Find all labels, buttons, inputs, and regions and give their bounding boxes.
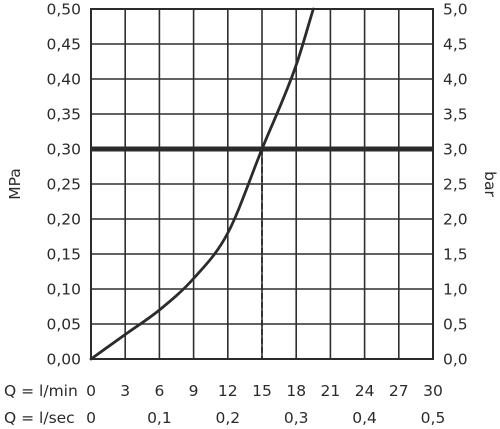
left-tick-label: 0,25 bbox=[46, 176, 81, 194]
x-tick-label-sec: 0,2 bbox=[215, 409, 240, 427]
x-tick-label-min: 0 bbox=[86, 382, 96, 400]
right-tick-label: 1,5 bbox=[443, 246, 468, 264]
plot-area bbox=[89, 7, 433, 361]
right-tick-label: 0,0 bbox=[443, 351, 468, 369]
series-line-0 bbox=[89, 7, 315, 361]
x-tick-label-sec: 0,4 bbox=[352, 409, 377, 427]
right-tick-label: 2,5 bbox=[443, 176, 468, 194]
x-tick-label-min: 18 bbox=[286, 382, 306, 400]
x-tick-label-sec: 0 bbox=[86, 409, 96, 427]
x-axis-label-sec: Q = l/sec bbox=[4, 409, 75, 427]
x-tick-label-min: 15 bbox=[252, 382, 272, 400]
right-tick-label: 2,0 bbox=[443, 211, 468, 229]
right-tick-label: 1,0 bbox=[443, 281, 468, 299]
x-tick-label-min: 6 bbox=[154, 382, 164, 400]
right-tick-label: 5,0 bbox=[443, 1, 468, 19]
right-axis-label: bar bbox=[481, 171, 499, 197]
left-tick-label: 0,35 bbox=[46, 106, 81, 124]
right-tick-label: 4,0 bbox=[443, 71, 468, 89]
left-tick-label: 0,15 bbox=[46, 246, 81, 264]
x-axis-label-min: Q = l/min bbox=[4, 382, 78, 400]
x-tick-label-sec: 0,5 bbox=[421, 409, 446, 427]
left-tick-label: 0,40 bbox=[46, 71, 81, 89]
x-tick-label-min: 21 bbox=[321, 382, 341, 400]
left-tick-label: 0,10 bbox=[46, 281, 81, 299]
x-tick-label-min: 27 bbox=[389, 382, 409, 400]
left-axis-label: MPa bbox=[6, 168, 24, 200]
x-tick-label-min: 24 bbox=[355, 382, 375, 400]
left-tick-label: 0,45 bbox=[46, 36, 81, 54]
right-tick-label: 3,0 bbox=[443, 141, 468, 159]
left-tick-label: 0,05 bbox=[46, 316, 81, 334]
left-tick-label: 0,00 bbox=[46, 351, 81, 369]
x-tick-label-min: 9 bbox=[189, 382, 199, 400]
x-tick-label-sec: 0,1 bbox=[147, 409, 172, 427]
left-tick-label: 0,50 bbox=[46, 1, 81, 19]
x-tick-label-min: 3 bbox=[120, 382, 130, 400]
left-tick-label: 0,20 bbox=[46, 211, 81, 229]
x-tick-label-min: 30 bbox=[423, 382, 443, 400]
right-tick-label: 0,5 bbox=[443, 316, 468, 334]
right-tick-label: 3,5 bbox=[443, 106, 468, 124]
left-tick-label: 0,30 bbox=[46, 141, 81, 159]
tick-labels: 0,000,050,100,150,200,250,300,350,400,45… bbox=[46, 1, 467, 428]
x-tick-label-min: 12 bbox=[218, 382, 238, 400]
x-tick-label-sec: 0,3 bbox=[284, 409, 309, 427]
right-tick-label: 4,5 bbox=[443, 36, 468, 54]
